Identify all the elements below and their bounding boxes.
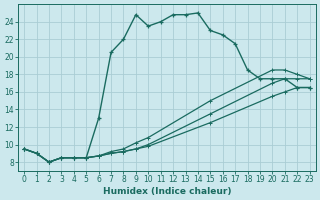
X-axis label: Humidex (Indice chaleur): Humidex (Indice chaleur) — [103, 187, 231, 196]
